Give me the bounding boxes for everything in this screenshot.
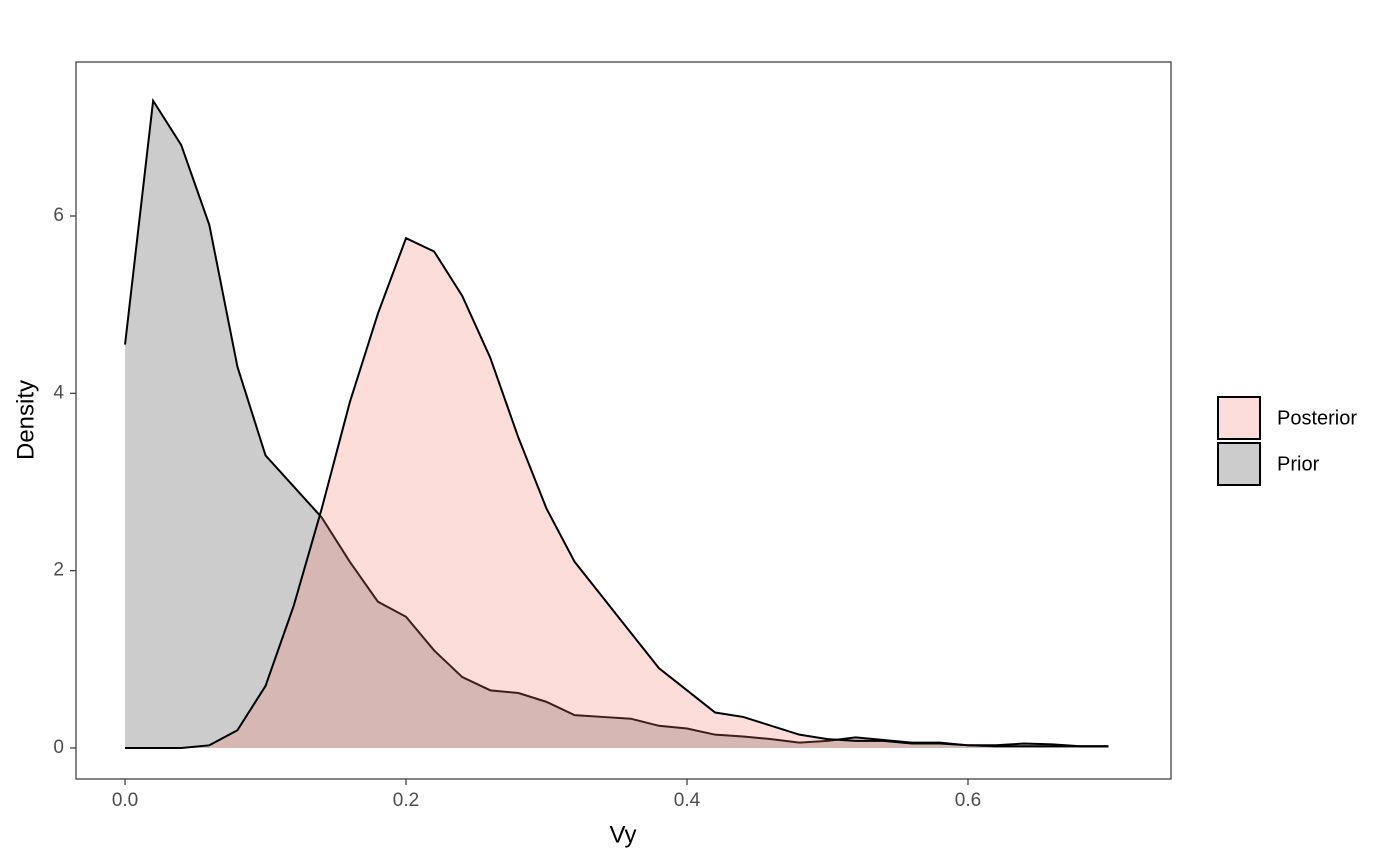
y-tick-label: 6 [53,205,64,226]
y-tick-label: 4 [53,382,64,403]
x-tick-label: 0.0 [112,790,138,811]
legend-label: Prior [1277,453,1320,475]
y-tick-label: 0 [53,737,64,758]
y-tick-label: 2 [53,560,64,581]
x-tick-label: 0.6 [955,790,981,811]
density-area [125,238,1109,748]
legend-label: Posterior [1277,407,1357,429]
x-axis-title: Vy [609,821,636,848]
plot-border [75,61,1172,780]
x-tick-label: 0.2 [393,790,419,811]
density-area [125,100,1109,748]
density-line [125,236,1109,749]
legend-key [1217,396,1261,440]
legend-key [1217,442,1261,486]
x-tick-label: 0.4 [674,790,701,811]
y-axis-title: Density [12,380,39,460]
